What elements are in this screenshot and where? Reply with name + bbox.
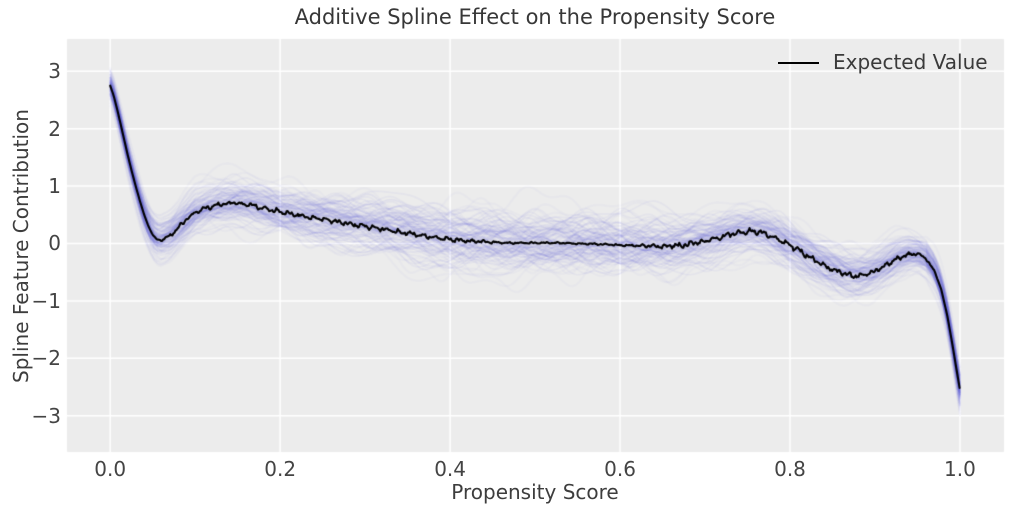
y-tick-label: −3 — [31, 403, 61, 428]
y-tick-label: 2 — [48, 116, 61, 141]
x-tick-label: 0.2 — [264, 457, 297, 481]
x-tick-label: 0.4 — [434, 457, 466, 481]
y-tick-label: 3 — [48, 59, 61, 84]
x-tick-label: 1.0 — [944, 457, 976, 481]
legend: Expected Value — [778, 50, 988, 74]
y-tick-label: 0 — [48, 231, 61, 256]
legend-line-sample — [778, 61, 819, 64]
x-tick-label: 0.8 — [774, 457, 806, 481]
y-tick-label: −2 — [31, 346, 61, 371]
chart-title: Additive Spline Effect on the Propensity… — [294, 5, 776, 29]
legend-label: Expected Value — [833, 50, 988, 74]
x-tick-label: 0.0 — [94, 457, 127, 481]
x-tick-label: 0.6 — [604, 457, 636, 481]
y-tick-label: 1 — [48, 174, 61, 199]
y-tick-label: −1 — [31, 288, 61, 313]
x-axis-label: Propensity Score — [451, 480, 619, 504]
